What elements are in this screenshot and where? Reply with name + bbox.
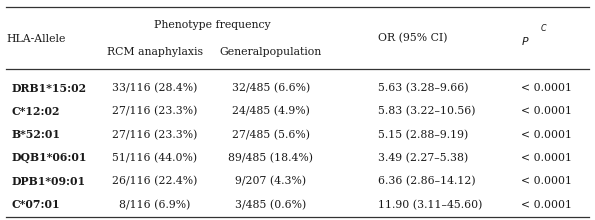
Text: 6.36 (2.86–14.12): 6.36 (2.86–14.12) <box>378 176 475 186</box>
Text: < 0.0001: < 0.0001 <box>521 200 572 210</box>
Text: 51/116 (44.0%): 51/116 (44.0%) <box>112 153 198 163</box>
Text: 27/116 (23.3%): 27/116 (23.3%) <box>112 130 198 140</box>
Text: 27/116 (23.3%): 27/116 (23.3%) <box>112 106 198 116</box>
Text: 3.49 (2.27–5.38): 3.49 (2.27–5.38) <box>378 153 468 163</box>
Text: DRB1*15:02: DRB1*15:02 <box>12 82 87 94</box>
Text: 8/116 (6.9%): 8/116 (6.9%) <box>119 200 190 210</box>
Text: HLA-Allele: HLA-Allele <box>6 33 65 44</box>
Text: DQB1*06:01: DQB1*06:01 <box>12 152 87 163</box>
Text: 33/116 (28.4%): 33/116 (28.4%) <box>112 83 198 93</box>
Text: < 0.0001: < 0.0001 <box>521 106 572 116</box>
Text: < 0.0001: < 0.0001 <box>521 176 572 186</box>
Text: 26/116 (22.4%): 26/116 (22.4%) <box>112 176 198 186</box>
Text: RCM anaphylaxis: RCM anaphylaxis <box>107 47 203 57</box>
Text: $\mathit{C}$: $\mathit{C}$ <box>540 22 548 33</box>
Text: 3/485 (0.6%): 3/485 (0.6%) <box>235 200 306 210</box>
Text: < 0.0001: < 0.0001 <box>521 83 572 93</box>
Text: B*52:01: B*52:01 <box>12 129 61 140</box>
Text: C*12:02: C*12:02 <box>12 106 61 117</box>
Text: 24/485 (4.9%): 24/485 (4.9%) <box>232 106 309 116</box>
Text: Generalpopulation: Generalpopulation <box>220 47 322 57</box>
Text: 9/207 (4.3%): 9/207 (4.3%) <box>235 176 306 186</box>
Text: < 0.0001: < 0.0001 <box>521 153 572 163</box>
Text: 5.83 (3.22–10.56): 5.83 (3.22–10.56) <box>378 106 475 116</box>
Text: 32/485 (6.6%): 32/485 (6.6%) <box>231 83 310 93</box>
Text: 5.63 (3.28–9.66): 5.63 (3.28–9.66) <box>378 83 468 93</box>
Text: 11.90 (3.11–45.60): 11.90 (3.11–45.60) <box>378 200 482 210</box>
Text: OR (95% CI): OR (95% CI) <box>378 33 447 44</box>
Text: C*07:01: C*07:01 <box>12 199 61 210</box>
Text: < 0.0001: < 0.0001 <box>521 130 572 140</box>
Text: $\mathit{P}$: $\mathit{P}$ <box>521 35 529 47</box>
Text: 5.15 (2.88–9.19): 5.15 (2.88–9.19) <box>378 130 468 140</box>
Text: 89/485 (18.4%): 89/485 (18.4%) <box>228 153 313 163</box>
Text: Phenotype frequency: Phenotype frequency <box>154 20 271 30</box>
Text: DPB1*09:01: DPB1*09:01 <box>12 176 86 187</box>
Text: 27/485 (5.6%): 27/485 (5.6%) <box>231 130 310 140</box>
